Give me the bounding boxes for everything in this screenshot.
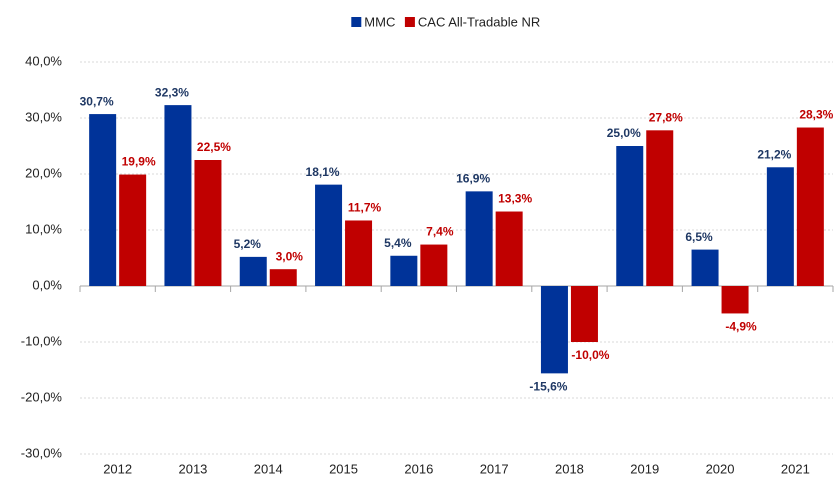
x-tick-label: 2021	[781, 461, 810, 476]
x-tick-label: 2012	[103, 461, 132, 476]
bar	[692, 250, 719, 286]
value-label: 5,2%	[234, 237, 262, 251]
bar	[767, 167, 794, 286]
value-label: 22,5%	[197, 140, 231, 154]
bar	[390, 256, 417, 286]
bar	[420, 245, 447, 286]
value-label: 18,1%	[306, 165, 340, 179]
bar	[616, 146, 643, 286]
y-tick-label: 40,0%	[25, 53, 62, 68]
value-label: 27,8%	[649, 110, 683, 124]
value-label: 3,0%	[276, 249, 304, 263]
y-tick-label: -10,0%	[21, 333, 63, 348]
value-label: 28,3%	[799, 108, 833, 122]
bar	[541, 286, 568, 373]
bar	[119, 175, 146, 286]
x-tick-label: 2016	[404, 461, 433, 476]
value-label: 11,7%	[348, 201, 382, 215]
x-tick-label: 2015	[329, 461, 358, 476]
legend-swatch	[351, 17, 361, 27]
y-tick-label: 20,0%	[25, 165, 62, 180]
legend-label: MMC	[364, 14, 395, 29]
bar	[797, 128, 824, 286]
value-label: -15,6%	[529, 380, 567, 394]
bar	[496, 212, 523, 286]
x-tick-label: 2018	[555, 461, 584, 476]
bar	[270, 269, 297, 286]
value-label: 6,5%	[685, 230, 713, 244]
y-tick-label: -30,0%	[21, 445, 63, 460]
bar	[89, 114, 116, 286]
value-label: 21,2%	[757, 147, 791, 161]
x-tick-label: 2014	[254, 461, 283, 476]
bar	[194, 160, 221, 286]
legend-swatch	[405, 17, 415, 27]
value-label: 13,3%	[498, 192, 532, 206]
x-tick-label: 2017	[480, 461, 509, 476]
bar	[571, 286, 598, 342]
value-label: 16,9%	[456, 172, 490, 186]
y-tick-label: -20,0%	[21, 389, 63, 404]
value-label: 30,7%	[80, 94, 114, 108]
x-tick-label: 2019	[630, 461, 659, 476]
bar	[164, 105, 191, 286]
y-tick-label: 30,0%	[25, 109, 62, 124]
bar	[345, 220, 372, 286]
y-tick-label: 0,0%	[32, 277, 62, 292]
value-label: 5,4%	[384, 236, 412, 250]
bar	[315, 185, 342, 286]
value-label: 19,9%	[122, 155, 156, 169]
legend-label: CAC All-Tradable NR	[418, 14, 540, 29]
bar	[646, 130, 673, 286]
x-tick-label: 2013	[178, 461, 207, 476]
x-tick-label: 2020	[706, 461, 735, 476]
value-label: 7,4%	[426, 225, 454, 239]
bar	[240, 257, 267, 286]
value-label: -4,9%	[725, 320, 757, 334]
value-label: 25,0%	[607, 126, 641, 140]
value-label: 32,3%	[155, 85, 189, 99]
chart: -30,0% -20,0% -10,0% 0,0% 10,0% 20,0% 30,0% 40,…	[0, 0, 837, 483]
y-tick-label: 10,0%	[25, 221, 62, 236]
value-label: -10,0%	[571, 348, 609, 362]
bar	[466, 191, 493, 286]
bar	[722, 286, 749, 313]
